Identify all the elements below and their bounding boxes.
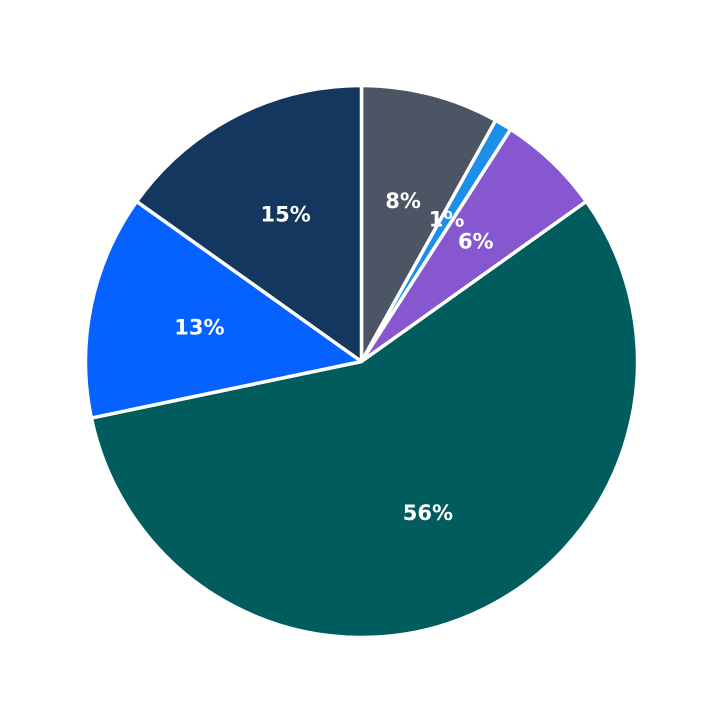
pie-slice-1 [359, 83, 498, 364]
pie-slice-label-5: 13% [174, 316, 224, 340]
pie-slices [83, 83, 640, 640]
pie-slice-label-2: 1% [429, 207, 465, 231]
pie-slice-4 [89, 199, 640, 640]
pie-slice-label-4: 56% [403, 501, 453, 525]
pie-slice-5 [83, 199, 364, 420]
pie-slice-label-6: 15% [260, 202, 310, 226]
pie-slice-label-1: 8% [385, 189, 421, 213]
pie-slice-6 [134, 83, 364, 364]
pie-slice-label-3: 6% [458, 230, 494, 254]
pie-labels: 8% 1%6% 56% 13% 15% [174, 189, 493, 525]
